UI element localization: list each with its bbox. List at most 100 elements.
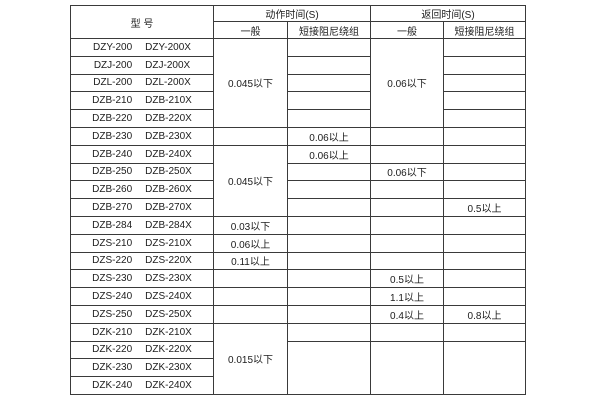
- action-general-cell: [213, 126, 288, 146]
- action-short-damping-cell: [287, 322, 371, 342]
- return-short-damping-cell: 0.5以上: [443, 198, 526, 217]
- table-row: DZS-220 DZS-220X 0.11以上: [70, 251, 526, 271]
- model-cell: DZB-210 DZB-210X: [70, 91, 214, 111]
- model-name-x: DZK-210X: [145, 326, 192, 338]
- action-short-damping-cell: [287, 233, 371, 253]
- action-short-damping-cell: [287, 91, 371, 111]
- header-return-short-damping: 短接阻尼绕组: [443, 21, 526, 39]
- return-short-damping-cell: [443, 322, 526, 342]
- spec-table: 型 号 动作时间(S) 返回时间(S) 一般 短接阻尼绕组 一般 短接阻尼绕组 …: [70, 5, 526, 395]
- model-name: DZB-270: [92, 202, 133, 214]
- return-general-cell: 0.06以下: [370, 38, 444, 128]
- model-name-x: DZY-200X: [145, 41, 191, 53]
- return-general-cell: [370, 340, 444, 395]
- model-cell: DZB-270 DZB-270X: [70, 198, 214, 217]
- model-name: DZB-240: [92, 148, 133, 160]
- return-general-cell: 0.06以下: [370, 162, 444, 182]
- header-return-general: 一般: [370, 21, 444, 39]
- model-cell: DZK-230 DZK-230X: [70, 358, 214, 378]
- header-action-time: 动作时间(S): [213, 5, 371, 22]
- action-general-cell: [213, 287, 288, 306]
- table-row: DZB-230 DZB-230X 0.06以上: [70, 126, 526, 146]
- return-general-cell: 0.4以上: [370, 304, 444, 324]
- model-cell: DZB-220 DZB-220X: [70, 109, 214, 128]
- action-short-damping-cell: [287, 198, 371, 217]
- action-short-damping-cell: [287, 269, 371, 289]
- model-name: DZK-210: [92, 326, 133, 338]
- action-short-damping-cell: [287, 340, 371, 395]
- return-general-cell: [370, 215, 444, 235]
- model-name: DZK-220: [92, 344, 133, 356]
- action-short-damping-cell: [287, 55, 371, 75]
- model-name: DZB-230: [92, 130, 133, 142]
- model-name-x: DZB-210X: [145, 95, 192, 107]
- header-return-time: 返回时间(S): [370, 5, 526, 22]
- model-name-x: DZS-250X: [145, 308, 192, 320]
- return-general-cell: 1.1以上: [370, 287, 444, 306]
- header-model: 型 号: [70, 5, 214, 39]
- model-name: DZS-230: [92, 273, 133, 285]
- table-row: DZJ-200 DZJ-200X: [70, 55, 526, 75]
- return-general-cell: [370, 180, 444, 200]
- return-short-damping-cell: [443, 162, 526, 182]
- header-row-groups: 型 号 动作时间(S) 返回时间(S): [70, 5, 526, 39]
- return-short-damping-cell: [443, 55, 526, 75]
- return-short-damping-cell: [443, 109, 526, 128]
- model-name: DZB-284: [92, 219, 133, 231]
- action-short-damping-cell: 0.06以上: [287, 126, 371, 146]
- action-general-cell: 0.11以上: [213, 251, 288, 271]
- return-short-damping-cell: [443, 215, 526, 235]
- table-row: DZB-270 DZB-270X 0.5以上: [70, 198, 526, 217]
- action-short-damping-cell: [287, 287, 371, 306]
- model-cell: DZB-230 DZB-230X: [70, 126, 214, 146]
- model-name-x: DZB-230X: [145, 130, 192, 142]
- model-cell: DZS-210 DZS-210X: [70, 233, 214, 253]
- model-name: DZS-210: [92, 237, 133, 249]
- return-short-damping-cell: [443, 269, 526, 289]
- model-name-x: DZB-220X: [145, 113, 192, 125]
- header-row-subs: 一般 短接阻尼绕组 一般 短接阻尼绕组: [71, 21, 526, 39]
- action-short-damping-cell: [287, 109, 371, 128]
- return-general-cell: [370, 144, 444, 164]
- model-name: DZB-260: [92, 184, 133, 196]
- model-cell: DZB-250 DZB-250X: [70, 162, 214, 182]
- table-row: DZB-260 DZB-260X: [70, 180, 526, 200]
- action-short-damping-cell: [287, 73, 371, 93]
- model-cell: DZB-284 DZB-284X: [70, 215, 214, 235]
- table-row: DZS-210 DZS-210X 0.06以上: [70, 233, 526, 253]
- return-general-cell: 0.5以上: [370, 269, 444, 289]
- return-short-damping-cell: [443, 126, 526, 146]
- action-short-damping-cell: [287, 162, 371, 182]
- model-cell: DZK-210 DZK-210X: [70, 322, 214, 342]
- model-name-x: DZB-270X: [145, 202, 192, 214]
- return-short-damping-cell: 0.8以上: [443, 304, 526, 324]
- model-cell: DZS-240 DZS-240X: [70, 287, 214, 306]
- model-name-x: DZS-240X: [145, 291, 192, 303]
- action-general-cell: 0.045以下: [213, 38, 288, 128]
- action-general-cell: 0.06以上: [213, 233, 288, 253]
- action-short-damping-cell: 0.06以上: [287, 144, 371, 164]
- model-name: DZK-240: [92, 380, 133, 392]
- action-short-damping-cell: [287, 215, 371, 235]
- model-name-x: DZK-240X: [145, 380, 192, 392]
- table-row: DZS-230 DZS-230X 0.5以上: [70, 269, 526, 289]
- model-cell: DZL-200 DZL-200X: [70, 73, 214, 93]
- model-name-x: DZB-240X: [145, 148, 192, 160]
- table-row: DZL-200 DZL-200X: [70, 73, 526, 93]
- model-name: DZK-230: [92, 362, 133, 374]
- model-cell: DZK-220 DZK-220X: [70, 340, 214, 360]
- header-action-short-damping: 短接阻尼绕组: [287, 21, 371, 39]
- model-cell: DZB-260 DZB-260X: [70, 180, 214, 200]
- table-row: DZK-220 DZK-220X: [70, 340, 526, 395]
- action-short-damping-cell: [287, 251, 371, 271]
- model-name: DZS-220: [92, 255, 133, 267]
- table-row: DZB-220 DZB-220X: [70, 109, 526, 128]
- model-cell: DZK-240 DZK-240X: [70, 376, 214, 395]
- model-name: DZJ-200: [93, 59, 133, 71]
- table-row: DZY-200 DZY-200X 0.045以下 0.06以下: [70, 38, 526, 128]
- model-name: DZY-200: [93, 41, 133, 53]
- return-short-damping-cell: [443, 340, 526, 395]
- model-name-x: DZK-230X: [145, 362, 192, 374]
- return-general-cell: [370, 126, 444, 146]
